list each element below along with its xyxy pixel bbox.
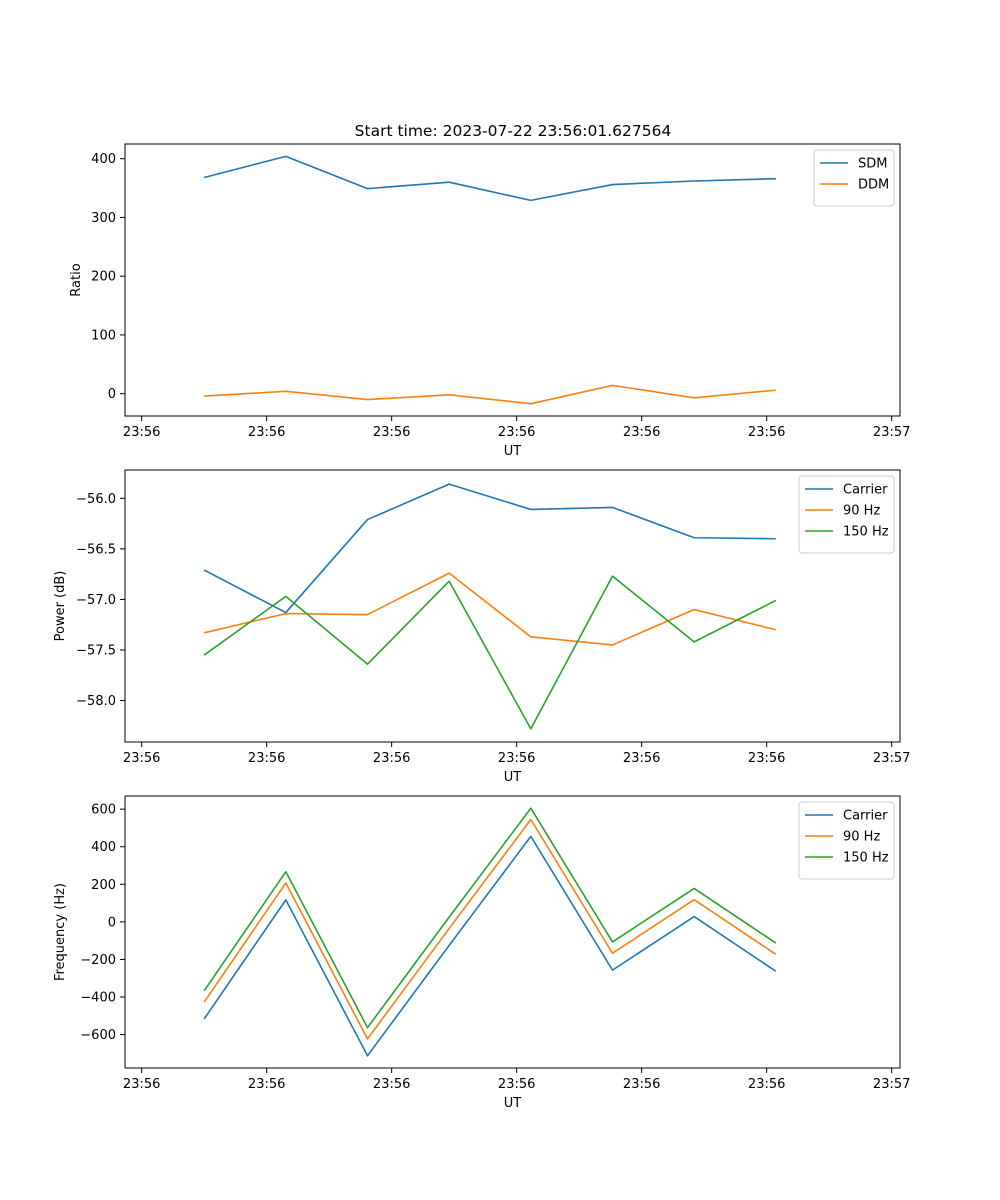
subplot-1-xtick-label: 23:56 [748, 751, 785, 766]
subplot-1-xaxis-label: UT [504, 770, 522, 785]
subplot-1-series-150-hz-line [203, 575, 777, 730]
subplot-2-series-90-hz-line [203, 818, 777, 1040]
subplot-2-xtick-label: 23:56 [373, 1077, 410, 1092]
subplot-2-ytick-label: 0 [108, 915, 116, 930]
subplot-2-ytick-label: −600 [80, 1028, 116, 1043]
subplot-2-ytick-label: −200 [80, 953, 116, 968]
subplot-0-xaxis-label: UT [504, 444, 522, 459]
subplot-1-yaxis-label: Power (dB) [53, 571, 68, 642]
subplot-0-xtick-label: 23:56 [748, 425, 785, 440]
subplot-1-legend-label: Carrier [843, 483, 888, 498]
subplot-2-ytick-label: 200 [91, 878, 116, 893]
subplot-1-xtick-label: 23:57 [873, 751, 910, 766]
subplot-2-xtick-label: 23:56 [623, 1077, 660, 1092]
subplot-1-xtick-label: 23:56 [123, 751, 160, 766]
subplot-0-ytick-label: 200 [91, 270, 116, 285]
subplot-2-legend-label: 150 Hz [843, 851, 889, 866]
subplot-0-xtick-label: 23:57 [873, 425, 910, 440]
subplot-1-xtick-label: 23:56 [248, 751, 285, 766]
subplot-2-legend-label: Carrier [843, 809, 888, 824]
subplot-0-xtick-label: 23:56 [373, 425, 410, 440]
subplot-1-axes-frame [124, 469, 901, 743]
subplot-2-xtick-label: 23:56 [123, 1077, 160, 1092]
figure-title: Start time: 2023-07-22 23:56:01.627564 [355, 122, 672, 140]
subplot-1-legend-box [798, 475, 895, 554]
subplot-2-series-carrier-line [203, 835, 777, 1057]
subplot-2-series-150-hz-line [203, 807, 777, 1029]
subplot-0-ytick-label: 300 [91, 211, 116, 226]
subplot-1-series-90-hz-line [203, 572, 777, 646]
subplot-0-series-ddm-line [204, 384, 776, 405]
subplot-0-series-sdm-line [203, 155, 776, 202]
subplot-1-ytick-label: −58.0 [76, 694, 116, 709]
subplot-2-ytick-label: 600 [91, 803, 116, 818]
subplot-1-xtick-label: 23:56 [373, 751, 410, 766]
subplot-2-legend-box [798, 801, 895, 880]
subplot-2-xtick-label: 23:56 [498, 1077, 535, 1092]
subplot-0-legend-box [813, 149, 895, 207]
subplot-0-xtick-label: 23:56 [623, 425, 660, 440]
power-subplot: 23:56 23:56 23:56 23:56 23:56 23:56 23:57 −58.0… [53, 469, 910, 785]
frequency-subplot: 23:56 23:56 23:56 23:56 23:56 23:56 23:57 −600 −… [53, 795, 910, 1111]
subplot-0-ytick-label: 400 [91, 152, 116, 167]
subplot-1-ytick-label: −57.5 [76, 643, 116, 658]
subplot-1-legend-label: 90 Hz [843, 504, 880, 519]
subplot-2-xtick-label: 23:56 [748, 1077, 785, 1092]
subplot-1-ytick-label: −56.5 [76, 542, 116, 557]
subplot-1-ytick-label: −56.0 [76, 492, 116, 507]
subplot-0-axes-frame [124, 143, 901, 417]
subplot-0-xtick-label: 23:56 [498, 425, 535, 440]
subplot-0-ytick-label: 0 [108, 387, 116, 402]
subplot-0-legend-label: DDM [858, 178, 889, 193]
subplot-0-xtick-label: 23:56 [248, 425, 285, 440]
subplot-0-ytick-label: 100 [91, 328, 116, 343]
subplot-0-yaxis-label: Ratio [69, 263, 84, 296]
subplot-2-ytick-label: −400 [80, 990, 116, 1005]
subplot-1-xtick-label: 23:56 [623, 751, 660, 766]
subplot-0-legend-label: SDM [858, 157, 887, 172]
ratio-subplot: 23:56 23:56 23:56 23:56 23:56 23:56 23:57 0 100 2… [69, 143, 910, 459]
subplot-1-ytick-label: −57.0 [76, 593, 116, 608]
subplot-2-xtick-label: 23:57 [873, 1077, 910, 1092]
subplot-0-xtick-label: 23:56 [123, 425, 160, 440]
subplot-1-legend-label: 150 Hz [843, 525, 889, 540]
subplot-1-xtick-label: 23:56 [498, 751, 535, 766]
subplot-1-series-carrier-line [203, 483, 776, 614]
subplot-2-xaxis-label: UT [504, 1096, 522, 1111]
subplot-2-yaxis-label: Frequency (Hz) [53, 883, 68, 981]
subplot-2-xtick-label: 23:56 [248, 1077, 285, 1092]
subplot-2-legend-label: 90 Hz [843, 830, 880, 845]
subplot-2-ytick-label: 400 [91, 840, 116, 855]
subplot-2-axes-frame [124, 795, 901, 1069]
